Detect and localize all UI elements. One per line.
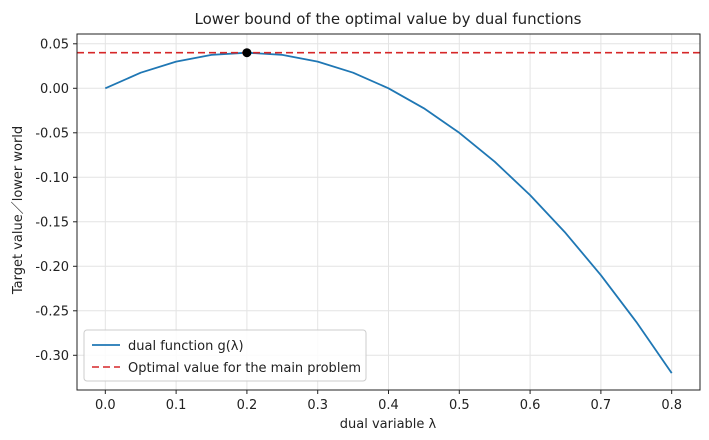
y-tick-label: -0.10	[35, 171, 69, 186]
dual-function-line	[104, 51, 673, 374]
legend-label-dual-function: dual function g(λ)	[128, 339, 244, 354]
x-tick-label: 0.4	[378, 398, 399, 413]
x-tick-label: 0.7	[591, 398, 612, 413]
x-tick-label: 0.1	[166, 398, 187, 413]
y-axis: 0.05 0.00 -0.05 -0.10 -0.15 -0.20 -0.25 -0.30	[35, 37, 77, 364]
x-tick-label: 0.8	[661, 398, 682, 413]
y-tick-label: -0.25	[35, 304, 69, 319]
y-axis-title: Target value／lower world	[11, 126, 26, 295]
legend-label-optimal-value: Optimal value for the main problem	[128, 361, 361, 376]
x-axis: 0.0 0.1 0.2 0.3 0.4 0.5 0.6 0.7 0.8	[95, 390, 682, 413]
y-tick-label: -0.30	[35, 349, 69, 364]
x-tick-label: 0.2	[237, 398, 258, 413]
chart-title: Lower bound of the optimal value by dual…	[195, 10, 582, 28]
x-tick-label: 0.3	[307, 398, 328, 413]
y-tick-label: 0.05	[40, 37, 69, 52]
x-axis-title: dual variable λ	[340, 417, 437, 432]
x-tick-label: 0.0	[95, 398, 116, 413]
x-tick-label: 0.5	[449, 398, 470, 413]
x-tick-label: 0.6	[520, 398, 541, 413]
y-tick-label: -0.15	[35, 215, 69, 230]
optimum-point	[242, 48, 252, 58]
y-tick-label: -0.20	[35, 260, 69, 275]
y-tick-label: -0.05	[35, 126, 69, 141]
y-tick-label: 0.00	[40, 82, 69, 97]
legend-box	[83, 329, 367, 382]
legend: dual function g(λ) Optimal value for the …	[83, 329, 367, 382]
series-layer	[77, 48, 700, 374]
